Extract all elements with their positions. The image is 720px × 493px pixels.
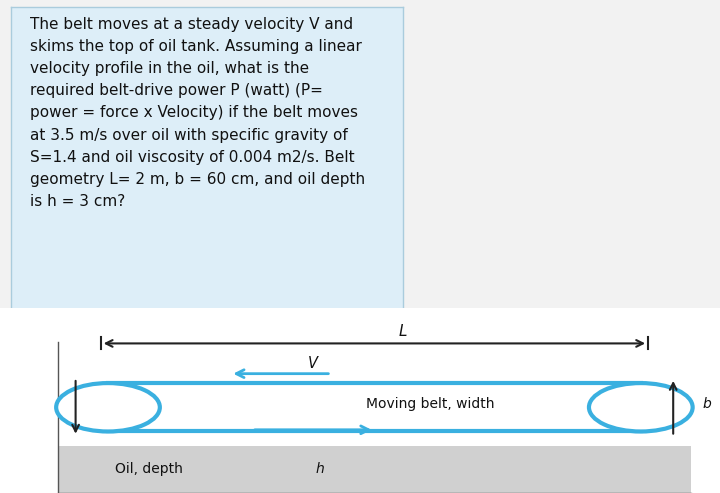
Text: Oil, depth: Oil, depth [115, 462, 187, 476]
Bar [108, 383, 641, 431]
Text: $b$: $b$ [703, 396, 713, 412]
Text: $V$: $V$ [307, 355, 320, 371]
Bar [58, 446, 691, 493]
Text: The belt moves at a steady velocity V and
skims the top of oil tank. Assuming a : The belt moves at a steady velocity V an… [30, 17, 366, 209]
Text: Moving belt, width: Moving belt, width [366, 397, 498, 411]
Text: $L$: $L$ [398, 323, 408, 339]
Circle shape [56, 383, 160, 431]
Text: $h$: $h$ [315, 461, 325, 476]
Circle shape [589, 383, 693, 431]
